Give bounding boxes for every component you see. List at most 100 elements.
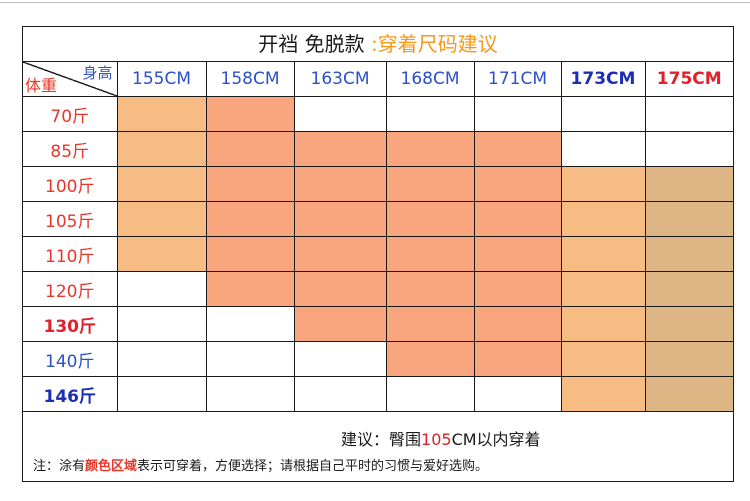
weight-row: 130斤 xyxy=(23,306,733,342)
wearable-cell xyxy=(644,376,733,412)
wearable-cell xyxy=(293,236,387,272)
wearable-cell xyxy=(385,271,475,307)
wearable-cell xyxy=(116,96,207,132)
wearable-cell xyxy=(293,131,387,167)
suggestion-prefix: 建议：臀围 xyxy=(341,430,422,449)
wearable-cell xyxy=(293,306,387,342)
empty-cell xyxy=(116,306,207,342)
weight-label: 105斤 xyxy=(23,201,118,237)
weight-row: 146斤 xyxy=(23,376,733,412)
weight-label: 85斤 xyxy=(23,131,118,167)
empty-cell xyxy=(205,341,295,377)
empty-cell xyxy=(473,96,562,132)
empty-cell xyxy=(205,376,295,412)
notes-area: 建议：臀围105CM以内穿着 注：涂有颜色区域表示可穿着，方便选择；请根据自己平… xyxy=(23,424,733,481)
wearable-cell xyxy=(473,131,562,167)
wearable-cell xyxy=(116,236,207,272)
empty-cell xyxy=(473,376,562,412)
wearable-cell xyxy=(205,201,295,237)
empty-cell xyxy=(116,341,207,377)
empty-cell xyxy=(116,376,207,412)
height-header: 173CM xyxy=(560,62,646,97)
size-table: 身高 体重 155CM 158CM 163CM 168CM 171CM 173CM 175CM 7… xyxy=(23,62,733,412)
wearable-cell xyxy=(385,236,475,272)
wearable-cell xyxy=(473,341,562,377)
wearable-cell xyxy=(560,166,646,202)
wearable-cell xyxy=(560,376,646,412)
weight-label: 146斤 xyxy=(23,376,118,412)
weight-row: 70斤 xyxy=(23,96,733,132)
note-prefix: 注：涂有 xyxy=(33,459,86,474)
wearable-cell xyxy=(205,131,295,167)
height-header: 168CM xyxy=(385,62,475,97)
wearable-cell xyxy=(293,271,387,307)
wearable-cell xyxy=(116,201,207,237)
weight-row: 105斤 xyxy=(23,201,733,237)
weight-label: 100斤 xyxy=(23,166,118,202)
empty-cell xyxy=(560,96,646,132)
title-subject: :穿着尺码建议 xyxy=(370,32,498,56)
wearable-cell xyxy=(560,306,646,342)
top-divider xyxy=(0,2,750,3)
wearable-cell xyxy=(644,201,733,237)
weight-row: 110斤 xyxy=(23,236,733,272)
wearable-cell xyxy=(116,166,207,202)
height-header: 163CM xyxy=(293,62,387,97)
wearable-cell xyxy=(473,201,562,237)
wearable-cell xyxy=(205,166,295,202)
wearable-cell xyxy=(385,341,475,377)
empty-cell xyxy=(205,306,295,342)
empty-cell xyxy=(293,96,387,132)
wearable-cell xyxy=(644,236,733,272)
wearable-cell xyxy=(644,341,733,377)
weight-row: 100斤 xyxy=(23,166,733,202)
weight-axis-label: 体重 xyxy=(25,76,58,95)
empty-cell xyxy=(560,131,646,167)
wearable-cell xyxy=(644,271,733,307)
wearable-cell xyxy=(560,271,646,307)
wearable-cell xyxy=(205,236,295,272)
header-row: 身高 体重 155CM 158CM 163CM 168CM 171CM 173CM 175CM xyxy=(23,62,733,97)
empty-cell xyxy=(385,376,475,412)
wearable-cell xyxy=(473,236,562,272)
wearable-cell xyxy=(473,306,562,342)
size-chart: 开裆 免脱款 :穿着尺码建议 身高 体重 155CM 158CM 163CM 168CM 1… xyxy=(22,26,734,482)
height-header: 158CM xyxy=(205,62,295,97)
weight-label: 130斤 xyxy=(23,306,118,342)
empty-cell xyxy=(293,341,387,377)
wearable-cell xyxy=(385,131,475,167)
note-emphasis: 颜色区域 xyxy=(85,459,138,474)
hip-suggestion: 建议：臀围105CM以内穿着 xyxy=(341,426,541,450)
height-header: 171CM xyxy=(473,62,562,97)
empty-cell xyxy=(644,131,733,167)
wearable-cell xyxy=(473,271,562,307)
weight-label: 140斤 xyxy=(23,341,118,377)
empty-cell xyxy=(116,271,207,307)
wearable-cell xyxy=(644,306,733,342)
height-header: 175CM xyxy=(644,62,733,97)
footnote: 注：涂有颜色区域表示可穿着，方便选择；请根据自己平时的习惯与爱好选购。 xyxy=(33,455,488,474)
wearable-cell xyxy=(560,341,646,377)
weight-row: 120斤 xyxy=(23,271,733,307)
wearable-cell xyxy=(385,306,475,342)
empty-cell xyxy=(293,376,387,412)
wearable-cell xyxy=(293,166,387,202)
weight-row: 85斤 xyxy=(23,131,733,167)
weight-label: 110斤 xyxy=(23,236,118,272)
wearable-cell xyxy=(473,166,562,202)
chart-title: 开裆 免脱款 :穿着尺码建议 xyxy=(23,27,733,62)
wearable-cell xyxy=(385,201,475,237)
wearable-cell xyxy=(560,236,646,272)
height-axis-label: 身高 xyxy=(82,64,113,82)
note-suffix: 表示可穿着，方便选择；请根据自己平时的习惯与爱好选购。 xyxy=(137,459,489,474)
wearable-cell xyxy=(293,201,387,237)
suggestion-suffix: CM以内穿着 xyxy=(451,430,541,449)
wearable-cell xyxy=(205,271,295,307)
title-product: 开裆 免脱款 xyxy=(258,32,371,56)
weight-row: 140斤 xyxy=(23,341,733,377)
wearable-cell xyxy=(205,96,295,132)
corner-cell: 身高体重 xyxy=(23,62,118,97)
weight-label: 120斤 xyxy=(23,271,118,307)
wearable-cell xyxy=(385,166,475,202)
wearable-cell xyxy=(644,166,733,202)
